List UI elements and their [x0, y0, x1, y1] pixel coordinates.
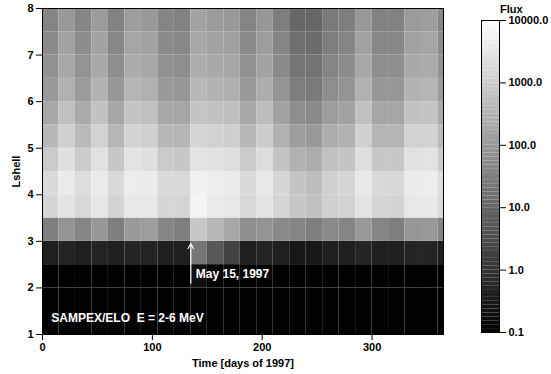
svg-text:1: 1: [27, 328, 33, 340]
svg-text:1.0: 1.0: [509, 264, 524, 276]
svg-text:10000.0: 10000.0: [509, 14, 549, 26]
svg-text:0: 0: [39, 341, 45, 353]
svg-text:1000.0: 1000.0: [509, 76, 543, 88]
svg-text:100: 100: [143, 341, 161, 353]
svg-text:5: 5: [27, 142, 33, 154]
svg-text:10.0: 10.0: [509, 201, 530, 213]
svg-text:SAMPEX/ELO E = 2-6 MeV: SAMPEX/ELO E = 2-6 MeV: [51, 311, 203, 325]
svg-text:300: 300: [363, 341, 381, 353]
svg-text:6: 6: [27, 95, 33, 107]
svg-text:4: 4: [27, 188, 34, 200]
svg-text:May 15, 1997: May 15, 1997: [196, 267, 270, 281]
html-text:Flux: Flux: [500, 3, 523, 15]
svg-text:200: 200: [253, 341, 271, 353]
svg-text:3: 3: [27, 235, 33, 247]
svg-text:8: 8: [27, 2, 33, 14]
svg-text:2: 2: [27, 281, 33, 293]
svg-text:7: 7: [27, 49, 33, 61]
svg-text:0.1: 0.1: [509, 326, 524, 338]
svg-text:Time [days of 1997]: Time [days of 1997]: [192, 357, 294, 369]
svg-text:100.0: 100.0: [509, 139, 537, 151]
svg-text:Lshell: Lshell: [10, 156, 22, 188]
